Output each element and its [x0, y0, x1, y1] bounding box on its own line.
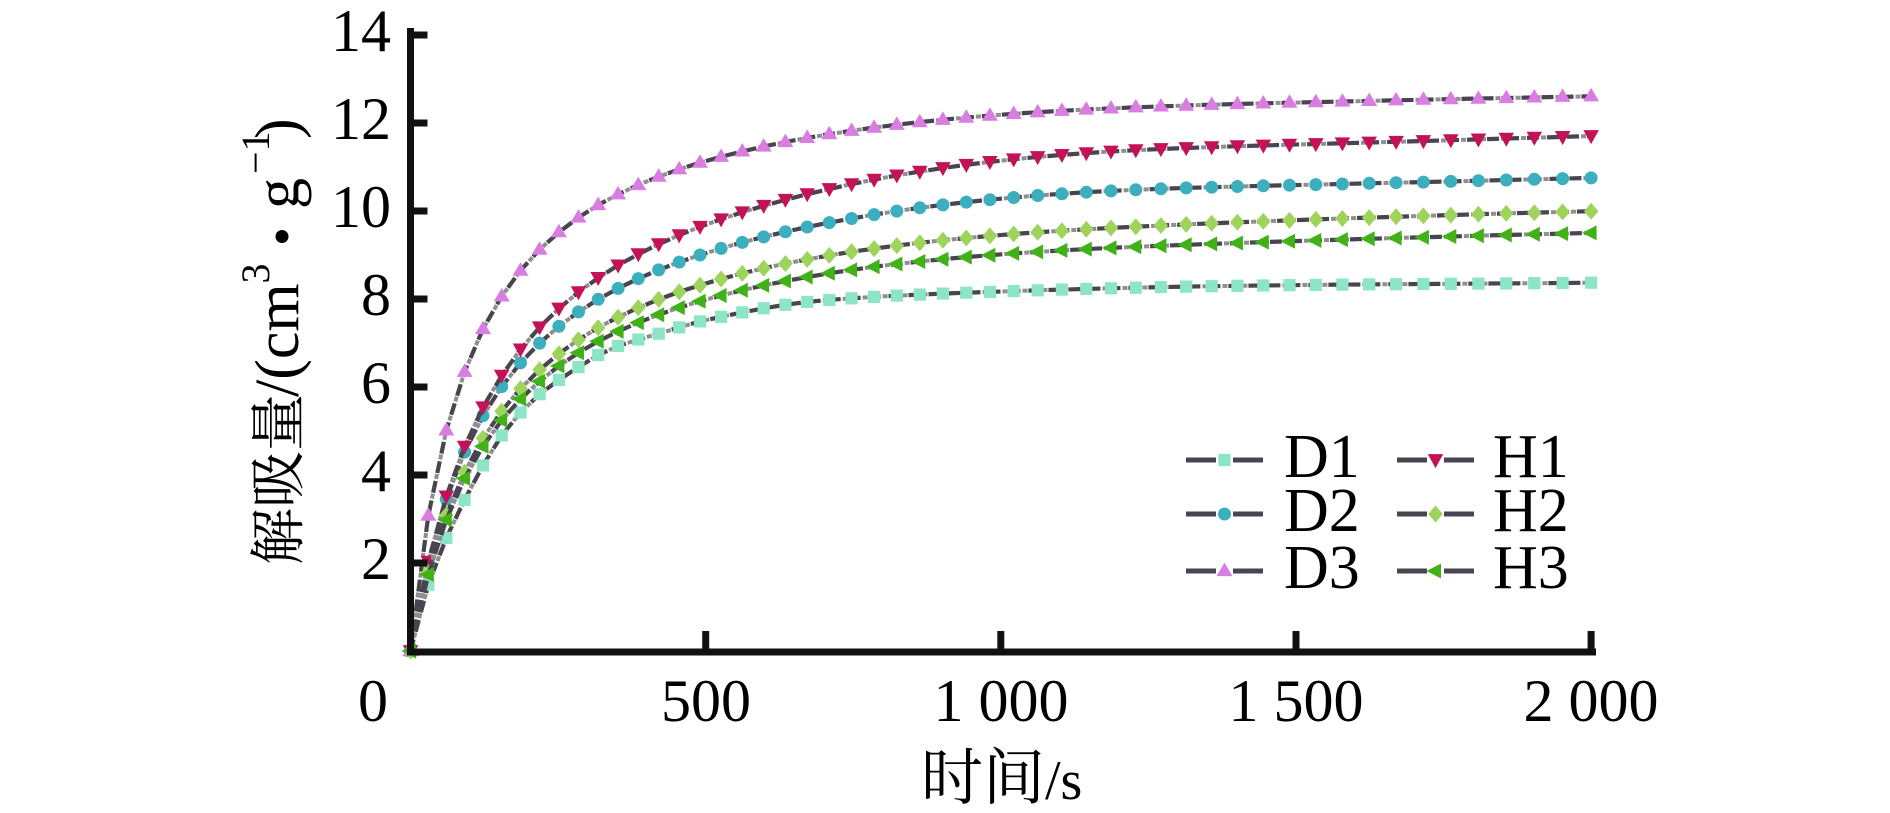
svg-text:D3: D3 [1284, 534, 1360, 602]
svg-text:8: 8 [361, 262, 391, 328]
svg-text:14: 14 [331, 0, 391, 64]
svg-text:g: g [244, 178, 312, 209]
svg-text:/s: /s [1045, 750, 1082, 812]
svg-text:1 500: 1 500 [1229, 668, 1364, 734]
svg-text:1 000: 1 000 [934, 668, 1069, 734]
svg-text:H3: H3 [1493, 534, 1569, 602]
svg-text:H1: H1 [1493, 423, 1569, 491]
svg-text:10: 10 [331, 174, 391, 240]
svg-text:2 000: 2 000 [1524, 668, 1659, 734]
svg-text:3: 3 [233, 264, 278, 284]
svg-text:6: 6 [361, 350, 391, 416]
svg-text:12: 12 [331, 86, 391, 152]
svg-text:500: 500 [661, 668, 751, 734]
svg-text:H2: H2 [1493, 477, 1569, 545]
svg-text:D1: D1 [1284, 423, 1360, 491]
svg-text:2: 2 [361, 526, 391, 592]
svg-text:4: 4 [361, 438, 391, 504]
svg-text:/(cm: /(cm [244, 283, 312, 397]
svg-text:D2: D2 [1284, 477, 1360, 545]
svg-text:0: 0 [358, 668, 388, 734]
svg-text:): ) [244, 118, 312, 139]
svg-text:−1: −1 [233, 131, 278, 174]
